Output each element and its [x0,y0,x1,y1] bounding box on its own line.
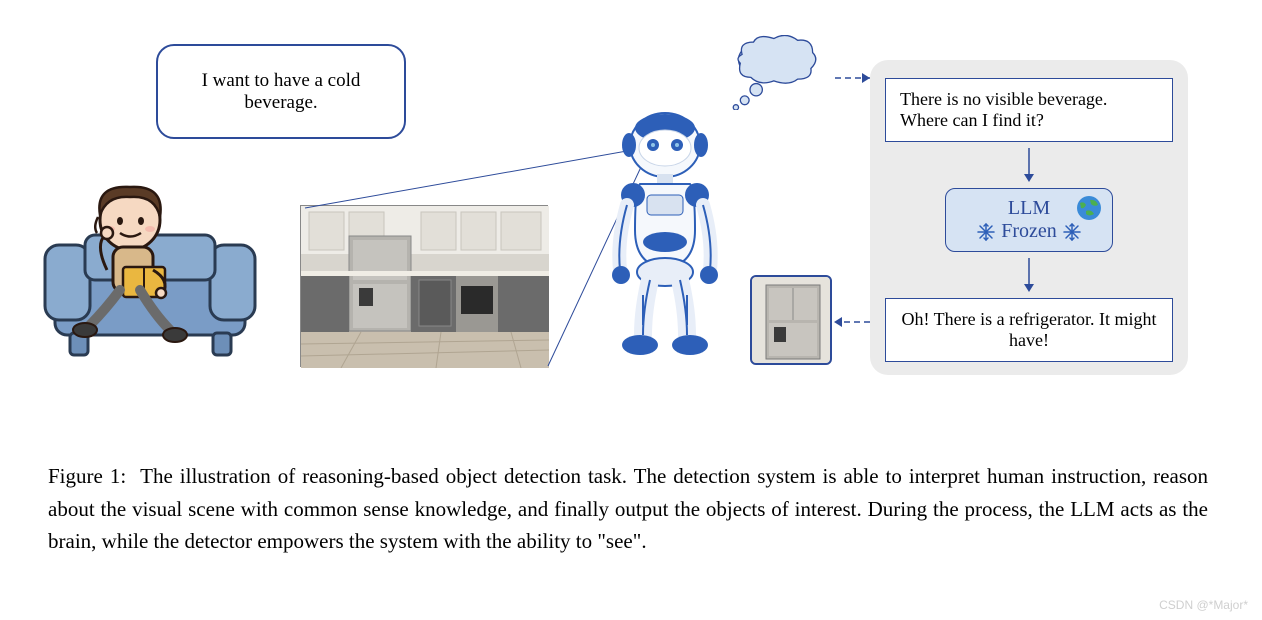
snowflake-icon [1063,223,1081,241]
llm-reasoning-panel: There is no visible beverage. Where can … [870,60,1188,375]
caption-label: Figure 1: [48,464,126,488]
frozen-label: Frozen [1001,220,1057,243]
snowflake-icon [977,223,995,241]
panel-question-box: There is no visible beverage. Where can … [885,78,1173,142]
globe-icon [1076,195,1102,221]
thought-cloud-icon [725,35,835,110]
figure-illustration: I want to have a cold beverage. [0,0,1262,400]
robot [585,100,745,360]
child-on-couch [35,175,265,365]
speech-bubble: I want to have a cold beverage. [156,44,406,139]
figure-caption: Figure 1: The illustration of reasoning-… [48,460,1208,558]
llm-label: LLM [1008,197,1050,219]
arrow-down-2 [885,252,1173,298]
watermark: CSDN @*Major* [1159,598,1248,612]
arrow-down-1 [885,142,1173,188]
speech-text: I want to have a cold beverage. [178,70,384,114]
llm-box: LLM Frozen [945,188,1113,252]
panel-answer-text: Oh! There is a refrigerator. It might ha… [901,309,1156,350]
fridge-thumbnail [750,275,832,365]
panel-question-text: There is no visible beverage. Where can … [900,89,1107,130]
panel-answer-box: Oh! There is a refrigerator. It might ha… [885,298,1173,362]
caption-text: The illustration of reasoning-based obje… [48,464,1208,553]
kitchen-photo [300,205,548,367]
